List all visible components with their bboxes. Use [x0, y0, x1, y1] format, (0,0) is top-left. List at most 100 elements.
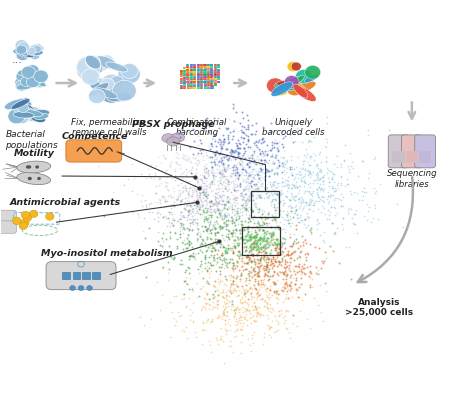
Point [234, 260, 241, 266]
Point [226, 181, 233, 188]
Point [220, 223, 228, 230]
Point [298, 269, 306, 275]
Point [245, 229, 252, 235]
Bar [197, 77, 200, 79]
Point [257, 248, 265, 255]
Point [280, 166, 287, 173]
Point [199, 202, 207, 208]
Point [240, 172, 248, 178]
Point [216, 136, 224, 143]
Point [159, 291, 166, 298]
Point [303, 316, 310, 322]
Point [257, 166, 264, 173]
Bar [193, 80, 197, 82]
Bar [193, 69, 196, 71]
Point [208, 242, 216, 249]
Point [182, 177, 190, 183]
Point [223, 199, 230, 206]
Point [344, 180, 351, 187]
Point [191, 181, 199, 188]
Point [211, 152, 219, 158]
Point [249, 252, 257, 259]
Point [174, 144, 182, 151]
Point [270, 280, 278, 287]
Point [289, 240, 296, 247]
Point [210, 156, 218, 162]
Bar [214, 69, 217, 72]
Point [234, 283, 242, 290]
Point [270, 170, 278, 176]
Point [242, 141, 249, 147]
Point [211, 131, 219, 138]
Point [242, 266, 250, 273]
FancyBboxPatch shape [46, 262, 116, 290]
Point [283, 281, 291, 288]
Point [249, 187, 257, 193]
Point [288, 205, 295, 211]
Point [264, 315, 272, 321]
Point [230, 237, 238, 244]
Point [239, 313, 247, 319]
Point [236, 309, 243, 316]
Point [247, 192, 255, 199]
Bar [190, 79, 193, 81]
Point [198, 249, 206, 256]
Point [254, 170, 262, 176]
Point [152, 171, 159, 178]
Point [238, 221, 246, 228]
Point [263, 190, 271, 196]
Point [233, 140, 240, 146]
Point [254, 187, 261, 194]
Point [264, 235, 272, 242]
Point [251, 237, 259, 244]
Bar [207, 81, 210, 83]
Point [319, 174, 327, 181]
Point [303, 202, 310, 209]
Point [284, 250, 292, 257]
Point [322, 144, 329, 151]
Point [245, 269, 253, 276]
Point [253, 243, 260, 250]
Point [156, 204, 164, 210]
Point [209, 304, 216, 311]
Point [246, 243, 254, 249]
Point [260, 220, 268, 226]
Point [213, 259, 221, 266]
Point [374, 216, 382, 223]
Point [226, 255, 233, 262]
Point [305, 213, 312, 220]
Point [307, 197, 314, 204]
Point [236, 311, 244, 318]
Point [275, 163, 283, 170]
Point [246, 180, 254, 186]
Bar [183, 67, 186, 69]
Point [274, 318, 282, 325]
Point [231, 311, 239, 318]
Point [220, 309, 228, 315]
Point [213, 186, 220, 192]
Bar [203, 84, 207, 86]
Point [314, 175, 322, 181]
Point [290, 268, 297, 274]
Point [277, 199, 284, 205]
Point [314, 171, 322, 178]
Point [272, 258, 279, 265]
Point [237, 326, 244, 332]
Point [187, 159, 195, 165]
Point [319, 178, 327, 184]
Point [284, 252, 292, 259]
Point [262, 263, 269, 270]
Point [223, 221, 231, 228]
Ellipse shape [166, 137, 180, 146]
Point [213, 239, 221, 246]
Point [255, 236, 263, 242]
Point [267, 261, 274, 268]
Point [241, 298, 248, 305]
Point [273, 164, 281, 171]
Point [216, 267, 224, 274]
Point [155, 175, 163, 182]
Point [315, 205, 322, 212]
Point [290, 181, 297, 188]
Point [195, 205, 203, 212]
Point [201, 174, 209, 181]
